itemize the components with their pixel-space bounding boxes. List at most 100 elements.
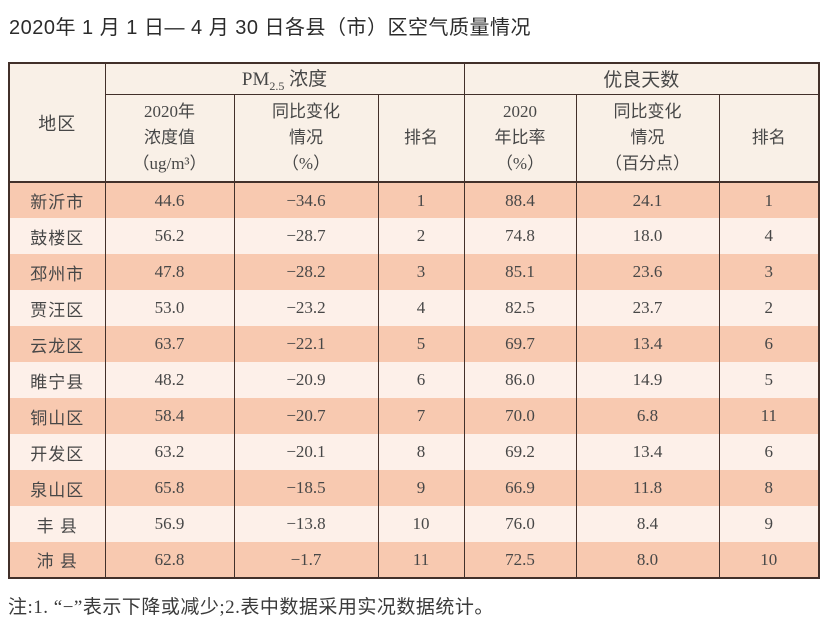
gd-change-cell: 23.7 (575, 290, 720, 327)
gd-ratio-cell: 74.8 (463, 218, 577, 255)
pm-change-cell: −18.5 (233, 470, 379, 507)
col-header-gd-ratio: 2020 年比率 （%） (463, 94, 577, 184)
pm25-label-suffix: 浓度 (284, 69, 328, 90)
gd-change-cell: 13.4 (575, 434, 720, 471)
pm-value-cell: 53.0 (104, 290, 235, 327)
gd-ratio-cell: 72.5 (463, 542, 577, 579)
gd-rank-cell: 8 (718, 470, 820, 507)
page-title: 2020年 1 月 1 日— 4 月 30 日各县（市）区空气质量情况 (9, 17, 532, 39)
pm-change-cell: −20.1 (233, 434, 379, 471)
col-header-pm-value: 2020年 浓度值 （ug/m³） (104, 94, 235, 184)
gd-change-cell: 8.4 (575, 506, 720, 543)
col-header-gd-rank: 排名 (718, 94, 820, 184)
pm-change-cell: −28.2 (233, 254, 379, 291)
pm-rank-cell: 4 (377, 290, 465, 327)
gd-change-cell: 14.9 (575, 362, 720, 399)
pm-rank-cell: 3 (377, 254, 465, 291)
region-cell: 丰 县 (8, 506, 106, 543)
pm-value-cell: 63.7 (104, 326, 235, 363)
pm-rank-cell: 6 (377, 362, 465, 399)
col-group-good-days: 优良天数 (463, 63, 820, 95)
pm-rank-cell: 7 (377, 398, 465, 435)
pm-rank-cell: 9 (377, 470, 465, 507)
pm-change-cell: −34.6 (233, 182, 379, 219)
gd-ratio-cell: 70.0 (463, 398, 577, 435)
gd-ratio-cell: 69.7 (463, 326, 577, 363)
table-row: 开发区 63.2 −20.1 8 69.2 13.4 6 (8, 434, 820, 471)
pm-change-cell: −20.9 (233, 362, 379, 399)
gd-ratio-cell: 66.9 (463, 470, 577, 507)
footnote: 注:1. “−”表示下降或减少;2.表中数据采用实况数据统计。 (8, 597, 494, 619)
region-cell: 开发区 (8, 434, 106, 471)
gd-rank-cell: 11 (718, 398, 820, 435)
gd-rank-cell: 5 (718, 362, 820, 399)
table-row: 邳州市 47.8 −28.2 3 85.1 23.6 3 (8, 254, 820, 291)
group-header-row: 地区 PM2.5 浓度 优良天数 (8, 63, 820, 184)
col-header-region: 地区 (8, 63, 106, 184)
gd-change-cell: 18.0 (575, 218, 720, 255)
pm-rank-cell: 10 (377, 506, 465, 543)
table-body: 新沂市 44.6 −34.6 1 88.4 24.1 1 鼓楼区 56.2 −2… (8, 182, 820, 579)
region-cell: 泉山区 (8, 470, 106, 507)
gd-rank-cell: 6 (718, 326, 820, 363)
gd-ratio-cell: 76.0 (463, 506, 577, 543)
gd-rank-cell: 1 (718, 182, 820, 219)
air-quality-table: 地区 PM2.5 浓度 优良天数 2020年 浓度值 （ug/m³） 同比变化 … (8, 62, 821, 580)
col-header-gd-change: 同比变化 情况 （百分点） (575, 94, 720, 184)
region-cell: 贾汪区 (8, 290, 106, 327)
gd-change-cell: 8.0 (575, 542, 720, 579)
region-cell: 新沂市 (8, 182, 106, 219)
table-row: 铜山区 58.4 −20.7 7 70.0 6.8 11 (8, 398, 820, 435)
gd-ratio-cell: 85.1 (463, 254, 577, 291)
col-group-pm25: PM2.5 浓度 (104, 63, 465, 95)
gd-rank-cell: 4 (718, 218, 820, 255)
article-page: 2020年 1 月 1 日— 4 月 30 日各县（市）区空气质量情况 地区 P… (0, 11, 825, 620)
pm-value-cell: 65.8 (104, 470, 235, 507)
table-row: 贾汪区 53.0 −23.2 4 82.5 23.7 2 (8, 290, 820, 327)
pm-rank-cell: 8 (377, 434, 465, 471)
pm-value-cell: 48.2 (104, 362, 235, 399)
pm-change-cell: −23.2 (233, 290, 379, 327)
region-cell: 睢宁县 (8, 362, 106, 399)
pm-change-cell: −13.8 (233, 506, 379, 543)
region-cell: 铜山区 (8, 398, 106, 435)
table-row: 鼓楼区 56.2 −28.7 2 74.8 18.0 4 (8, 218, 820, 255)
pm-change-cell: −22.1 (233, 326, 379, 363)
gd-rank-cell: 9 (718, 506, 820, 543)
gd-change-cell: 23.6 (575, 254, 720, 291)
gd-rank-cell: 3 (718, 254, 820, 291)
sub-header-row: 2020年 浓度值 （ug/m³） 同比变化 情况 （%） 排名 2020 年比… (9, 94, 820, 184)
gd-change-cell: 11.8 (575, 470, 720, 507)
pm-value-cell: 44.6 (104, 182, 235, 219)
pm-change-cell: −20.7 (233, 398, 379, 435)
table-header: 地区 PM2.5 浓度 优良天数 2020年 浓度值 （ug/m³） 同比变化 … (8, 63, 820, 184)
gd-ratio-cell: 86.0 (463, 362, 577, 399)
gd-rank-cell: 2 (718, 290, 820, 327)
pm-rank-cell: 5 (377, 326, 465, 363)
gd-rank-cell: 6 (718, 434, 820, 471)
pm25-label-subscript: 2.5 (269, 78, 285, 93)
region-cell: 沛 县 (8, 542, 106, 579)
region-cell: 邳州市 (8, 254, 106, 291)
table-row: 丰 县 56.9 −13.8 10 76.0 8.4 9 (8, 506, 820, 543)
pm25-label-prefix: PM (241, 69, 270, 90)
gd-change-cell: 6.8 (575, 398, 720, 435)
pm-value-cell: 56.9 (104, 506, 235, 543)
pm-rank-cell: 2 (377, 218, 465, 255)
pm-rank-cell: 1 (377, 182, 465, 219)
pm-value-cell: 62.8 (104, 542, 235, 579)
table-row: 沛 县 62.8 −1.7 11 72.5 8.0 10 (8, 542, 820, 579)
gd-ratio-cell: 88.4 (463, 182, 577, 219)
table-row: 云龙区 63.7 −22.1 5 69.7 13.4 6 (8, 326, 820, 363)
table-row: 睢宁县 48.2 −20.9 6 86.0 14.9 5 (8, 362, 820, 399)
table-row: 新沂市 44.6 −34.6 1 88.4 24.1 1 (8, 182, 820, 219)
gd-change-cell: 24.1 (575, 182, 720, 219)
gd-ratio-cell: 82.5 (463, 290, 577, 327)
table-row: 泉山区 65.8 −18.5 9 66.9 11.8 8 (8, 470, 820, 507)
pm-value-cell: 56.2 (104, 218, 235, 255)
gd-ratio-cell: 69.2 (463, 434, 577, 471)
pm-change-cell: −28.7 (233, 218, 379, 255)
pm-value-cell: 58.4 (104, 398, 235, 435)
region-cell: 鼓楼区 (8, 218, 106, 255)
pm-value-cell: 63.2 (104, 434, 235, 471)
